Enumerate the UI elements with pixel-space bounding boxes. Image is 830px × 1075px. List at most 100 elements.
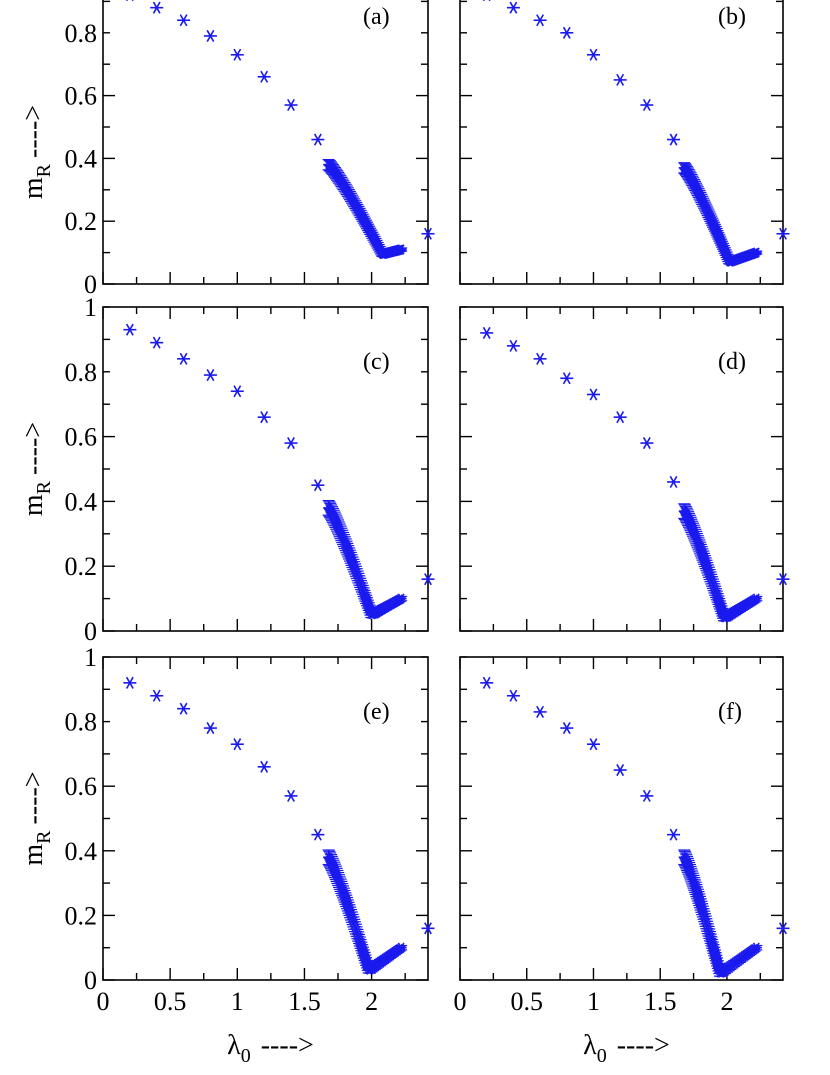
data-point (613, 764, 627, 777)
y-axis-label: mR----> (18, 422, 55, 516)
data-point (311, 133, 325, 146)
y-tick-label: 0 (84, 617, 97, 646)
data-point (284, 437, 298, 450)
y-tick-label: 0.8 (65, 358, 98, 387)
data-point (230, 738, 244, 751)
y-tick-label: 0.2 (65, 552, 98, 581)
data-point (776, 922, 790, 935)
x-axis-label: λ0 ----> (227, 1030, 314, 1067)
data-point (533, 14, 547, 27)
panel-label: (f) (718, 699, 742, 725)
data-point (203, 369, 217, 382)
x-tick-label: 2 (365, 987, 378, 1016)
x-tick-label: 2 (720, 987, 733, 1016)
band-point (395, 593, 407, 604)
panel-label: (a) (363, 4, 390, 30)
data-series (125, 0, 435, 260)
band-point (750, 942, 762, 953)
data-point (284, 789, 298, 802)
data-point (257, 411, 271, 424)
band-point (750, 593, 762, 604)
x-tick-label: 1 (587, 987, 600, 1016)
data-point (776, 227, 790, 240)
x-axis-label: λ0 ----> (583, 1030, 670, 1067)
y-tick-label: 0.2 (65, 901, 98, 930)
data-point (230, 48, 244, 61)
data-point (150, 1, 164, 14)
panel-e: 0 0.2 0.4 0.6 0.8 1 mR----> 0 0.5 1 1.5 2 λ0 ----> (e) (18, 643, 435, 1067)
data-point (123, 323, 137, 336)
band-point (395, 942, 407, 953)
y-tick-label: 0.8 (65, 19, 98, 48)
data-point (667, 475, 681, 488)
y-tick-label: 0.8 (65, 708, 98, 737)
data-point (257, 760, 271, 773)
data-point (311, 828, 325, 841)
band-point (395, 244, 407, 255)
data-series (123, 676, 435, 975)
data-point (482, 0, 491, 2)
data-point (480, 326, 494, 339)
data-point (123, 676, 137, 689)
panel-label: (e) (363, 699, 390, 725)
data-point (125, 0, 134, 2)
data-point (533, 705, 547, 718)
data-point (506, 1, 520, 14)
data-point (560, 372, 574, 385)
panel-d: (d) (459, 306, 790, 632)
data-point (203, 29, 217, 42)
data-series (482, 0, 790, 267)
y-tick-label: 0.6 (65, 772, 98, 801)
y-tick-label: 0.4 (65, 837, 98, 866)
data-point (533, 352, 547, 365)
plot-frame (459, 0, 784, 285)
panel-label: (b) (718, 4, 746, 30)
panel-label: (c) (363, 349, 390, 375)
data-point (150, 336, 164, 349)
data-series (480, 326, 790, 623)
data-point (421, 922, 435, 935)
y-tick-label: 0.6 (65, 82, 98, 111)
x-tick-label: 1.5 (644, 987, 677, 1016)
data-point (613, 73, 627, 86)
x-tick-label: 1.5 (288, 987, 321, 1016)
data-point (177, 702, 191, 715)
x-tick-label: 0 (97, 987, 110, 1016)
data-point (640, 437, 654, 450)
data-point (560, 26, 574, 39)
data-point (667, 133, 681, 146)
data-point (640, 789, 654, 802)
data-point (506, 689, 520, 702)
y-tick-label: 0.4 (65, 144, 98, 173)
x-tick-label: 0.5 (154, 987, 187, 1016)
data-point (586, 738, 600, 751)
data-point (230, 385, 244, 398)
data-point (640, 98, 654, 112)
data-point (667, 828, 681, 841)
y-tick-label: 0 (84, 966, 97, 995)
x-tick-label: 0.5 (510, 987, 543, 1016)
x-tick-label: 1 (231, 987, 244, 1016)
data-point (177, 14, 191, 27)
panel-a: 0 0.2 0.4 0.6 0.8 mR----> (a) (18, 0, 435, 299)
data-point (560, 722, 574, 735)
y-tick-label: 0 (84, 270, 97, 299)
x-tick-label: 0 (454, 987, 467, 1016)
data-point (586, 48, 600, 61)
panel-c: 0 0.2 0.4 0.6 0.8 1 mR----> (c) (18, 293, 435, 646)
data-point (177, 352, 191, 365)
data-point (311, 479, 325, 492)
y-axis-label: mR----> (18, 105, 55, 199)
y-axis-label: mR----> (18, 771, 55, 865)
band-point (750, 247, 762, 258)
data-point (613, 411, 627, 424)
data-point (421, 573, 435, 586)
panel-b: (b) (459, 0, 790, 285)
data-point (150, 689, 164, 702)
data-point (284, 98, 298, 112)
panel-f: 0 0.5 1 1.5 2 λ0 ----> (f) (454, 656, 790, 1067)
data-series (480, 676, 790, 978)
data-point (480, 676, 494, 689)
y-tick-label: 0.4 (65, 487, 98, 516)
